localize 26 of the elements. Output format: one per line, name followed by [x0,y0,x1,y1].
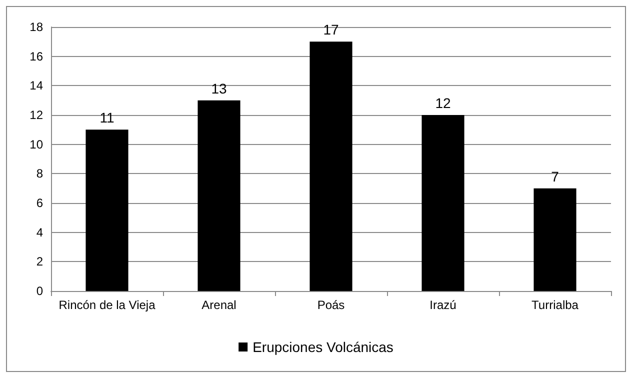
y-tick-label: 0 [36,284,44,298]
x-tick-label: Irazú [430,298,456,312]
x-tick-label: Arenal [202,298,236,312]
y-tick-label: 4 [36,225,44,240]
x-tick-label: Poás [317,298,345,312]
bar [310,42,352,291]
y-tick-label: 6 [36,196,44,210]
bar [422,115,464,291]
bar [534,188,576,291]
data-label: 13 [211,80,227,96]
y-tick-label: 8 [36,166,44,181]
y-tick-label: 14 [30,78,44,93]
y-tick-label: 10 [30,137,44,152]
y-tick-label: 12 [30,108,44,122]
x-tick-label: Rincón de la Vieja [58,298,156,312]
data-label: 17 [323,22,339,38]
x-tick-label: Turrialba [532,298,579,312]
y-tick-label: 16 [30,49,44,64]
y-tick-label: 2 [36,254,44,269]
legend-label: Erupciones Volcánicas [252,339,394,355]
data-label: 12 [435,95,451,111]
data-label: 7 [551,168,560,184]
data-label: 11 [100,110,114,126]
y-tick-label: 18 [30,20,44,34]
bar [86,130,128,291]
bar [198,100,240,291]
